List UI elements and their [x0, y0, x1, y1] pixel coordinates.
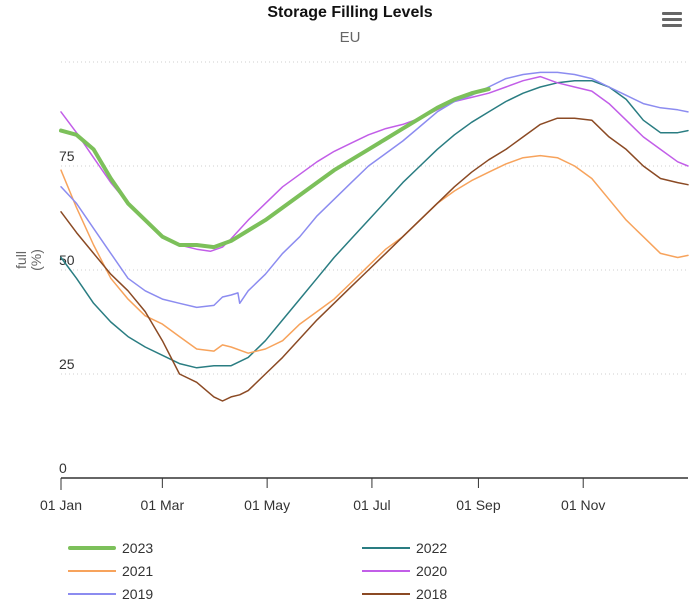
legend-label: 2019 [122, 586, 154, 602]
legend-item-2022[interactable]: 2022 [362, 540, 447, 556]
legend-label: 2021 [122, 563, 154, 579]
legend-item-2018[interactable]: 2018 [362, 586, 447, 602]
chart-plot: 0 25 50 75 01 Jan 01 Mar 01 May 01 Jul 01 Sep 01 … [40, 61, 689, 513]
hamburger-menu-icon[interactable] [659, 12, 685, 34]
x-tick-label: 01 Sep [456, 497, 501, 513]
y-tick-label: 75 [59, 148, 75, 164]
legend-line-2020 [362, 570, 410, 572]
legend-line-2018 [362, 593, 410, 595]
x-tick-label: 01 Nov [561, 497, 605, 513]
legend-item-2023[interactable]: 2023 [68, 540, 153, 556]
series-line-2020 [60, 75, 689, 253]
chart-title: Storage Filling Levels [267, 4, 433, 21]
legend: 2023 2022 2021 2020 2019 2018 [0, 536, 700, 604]
series-line-2023 [59, 87, 491, 250]
legend-item-2021[interactable]: 2021 [68, 563, 153, 579]
legend-line-2023 [68, 546, 116, 550]
legend-item-2020[interactable]: 2020 [362, 563, 447, 579]
series-line-2021 [60, 154, 689, 354]
y-tick-label: 0 [59, 460, 67, 476]
series-line-2019 [60, 71, 689, 309]
legend-label: 2022 [416, 540, 448, 556]
x-tick-label: 01 Mar [141, 497, 185, 513]
y-tick-label: 25 [59, 356, 75, 372]
series-line-2022 [60, 79, 689, 369]
legend-item-2019[interactable]: 2019 [68, 586, 153, 602]
x-tick-label: 01 Jan [40, 497, 82, 513]
x-tick-label: 01 May [244, 497, 290, 513]
legend-label: 2023 [122, 540, 154, 556]
legend-label: 2018 [416, 586, 448, 602]
legend-line-2019 [68, 593, 116, 595]
legend-label: 2020 [416, 563, 448, 579]
x-tick-label: 01 Jul [353, 497, 390, 513]
legend-line-2021 [68, 570, 116, 572]
series-line-2018 [60, 117, 689, 402]
chart-subtitle: EU [339, 29, 361, 46]
y-tick-label: 50 [59, 252, 75, 268]
legend-line-2022 [362, 547, 410, 549]
